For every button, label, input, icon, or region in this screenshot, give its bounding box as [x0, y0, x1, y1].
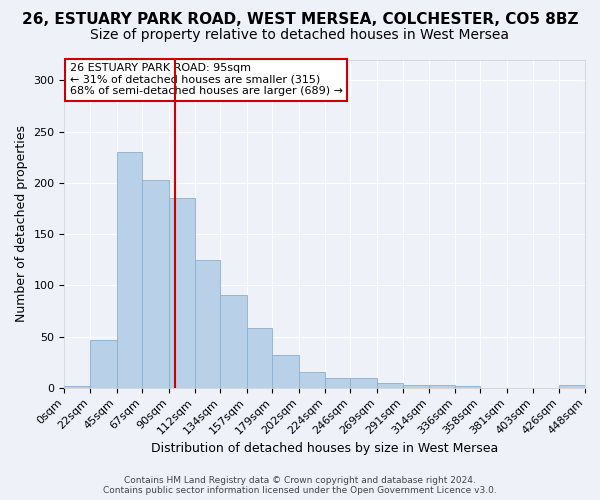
Bar [64, 386, 90, 388]
Bar [455, 386, 481, 388]
Text: 26, ESTUARY PARK ROAD, WEST MERSEA, COLCHESTER, CO5 8BZ: 26, ESTUARY PARK ROAD, WEST MERSEA, COLC… [22, 12, 578, 28]
Bar [220, 294, 247, 388]
Bar [247, 328, 272, 388]
Bar [194, 260, 220, 388]
Bar [116, 152, 142, 388]
Bar [377, 382, 403, 388]
Text: Contains HM Land Registry data © Crown copyright and database right 2024.
Contai: Contains HM Land Registry data © Crown c… [103, 476, 497, 495]
Bar [299, 372, 325, 388]
Text: 26 ESTUARY PARK ROAD: 95sqm
← 31% of detached houses are smaller (315)
68% of se: 26 ESTUARY PARK ROAD: 95sqm ← 31% of det… [70, 64, 343, 96]
Bar [272, 355, 299, 388]
Y-axis label: Number of detached properties: Number of detached properties [15, 126, 28, 322]
Bar [429, 384, 455, 388]
Bar [350, 378, 377, 388]
Text: Size of property relative to detached houses in West Mersea: Size of property relative to detached ho… [91, 28, 509, 42]
Bar [403, 384, 429, 388]
Bar [90, 340, 116, 388]
Bar [169, 198, 194, 388]
X-axis label: Distribution of detached houses by size in West Mersea: Distribution of detached houses by size … [151, 442, 499, 455]
Bar [325, 378, 350, 388]
Bar [559, 384, 585, 388]
Bar [142, 180, 169, 388]
